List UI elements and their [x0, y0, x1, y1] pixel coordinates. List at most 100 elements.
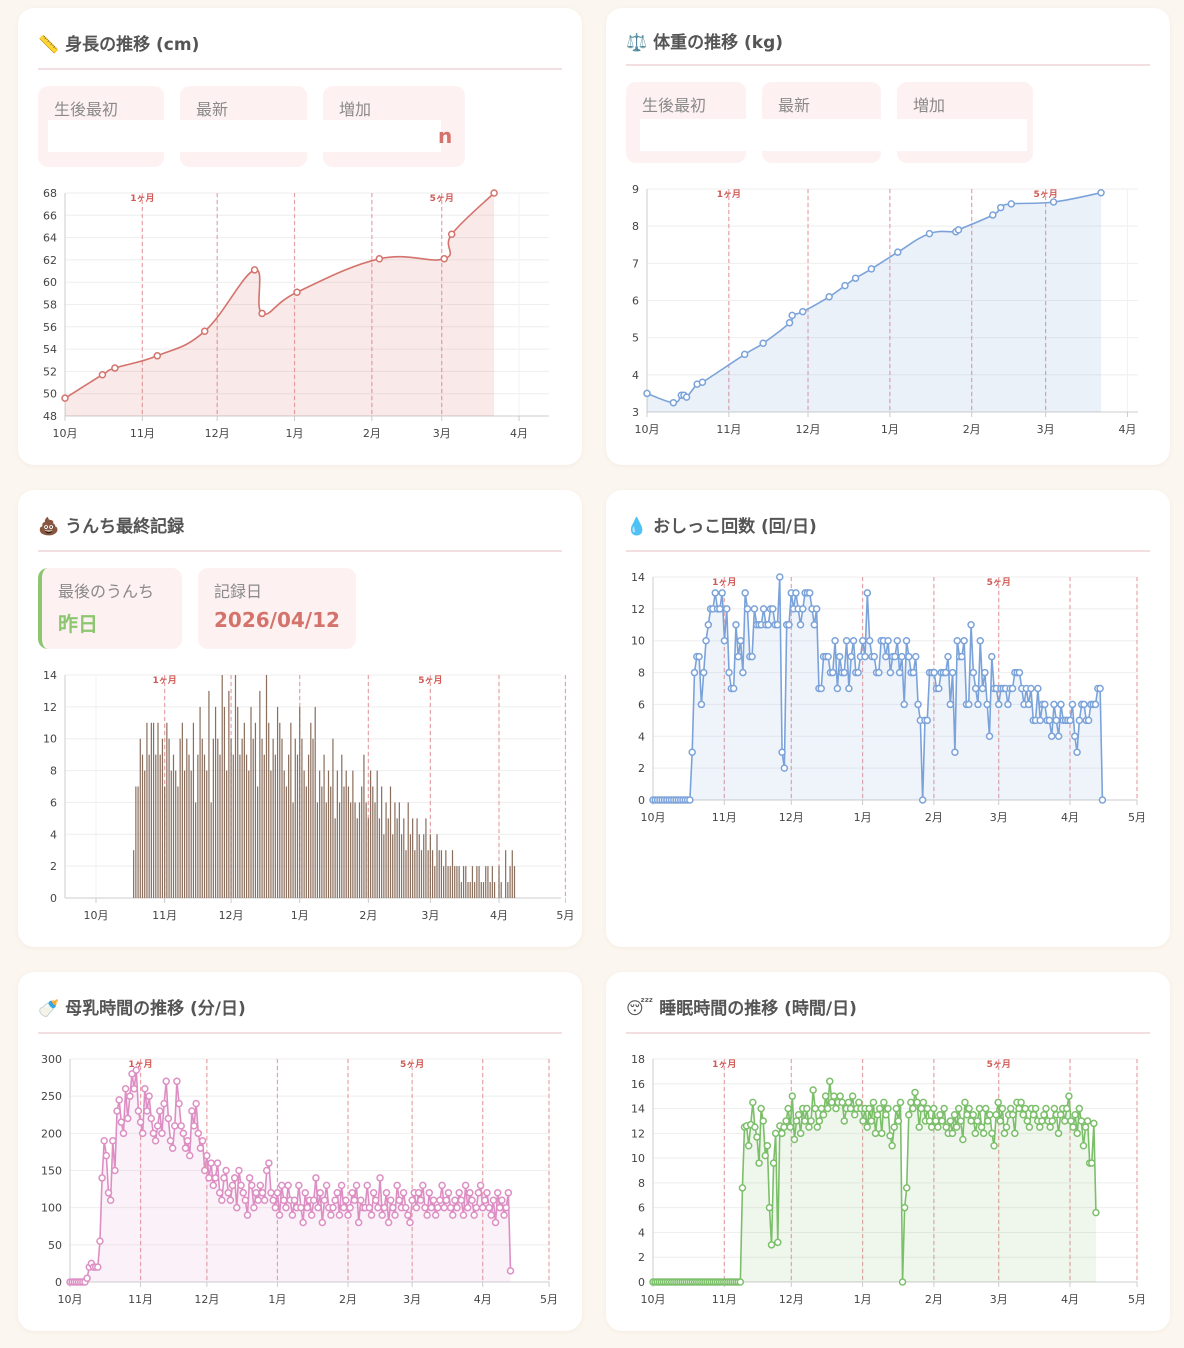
bar — [294, 738, 296, 898]
bar — [175, 770, 177, 898]
bar — [482, 882, 485, 898]
data-point — [977, 1123, 986, 1131]
data-point — [751, 1123, 759, 1131]
x-tick-label: 5月 — [1128, 1293, 1146, 1306]
data-point — [352, 1181, 361, 1190]
data-point — [891, 652, 899, 661]
y-tick-label: 9 — [632, 183, 639, 196]
bar — [299, 706, 301, 898]
bar — [265, 675, 268, 898]
data-point — [434, 1203, 442, 1212]
data-point — [106, 1196, 115, 1204]
data-point — [1077, 1117, 1086, 1125]
bar — [454, 866, 456, 898]
divider — [38, 68, 562, 70]
data-point — [975, 1104, 984, 1113]
bar — [487, 866, 489, 898]
bar — [248, 770, 250, 898]
data-point — [788, 311, 796, 320]
data-point — [909, 668, 918, 677]
data-point — [258, 309, 266, 318]
bar — [221, 675, 223, 898]
data-point — [1006, 1104, 1015, 1113]
data-point — [153, 352, 162, 360]
bar — [427, 850, 429, 898]
y-tick-label: 4 — [632, 369, 639, 382]
data-point — [1015, 1104, 1023, 1113]
bar — [505, 850, 507, 898]
series-area — [70, 1070, 511, 1282]
bar — [192, 722, 195, 898]
x-tick-label: 12月 — [205, 427, 230, 440]
data-point — [245, 1174, 254, 1182]
milestone-label: 5ヶ月 — [418, 675, 442, 686]
data-point — [861, 652, 869, 661]
bar — [338, 802, 341, 898]
data-point — [211, 1174, 220, 1182]
data-point — [256, 1181, 265, 1190]
data-point — [884, 1104, 892, 1113]
x-tick-label: 2月 — [963, 423, 981, 436]
y-tick-label: 8 — [50, 765, 57, 778]
y-tick-label: 64 — [43, 232, 57, 245]
data-point — [468, 1196, 476, 1204]
record-date-stat: 記録日 2026/04/12 — [198, 568, 356, 649]
bar — [416, 818, 418, 898]
bar — [170, 770, 172, 898]
bar — [217, 738, 219, 898]
data-point — [489, 1196, 498, 1204]
data-point — [732, 621, 740, 629]
data-point — [444, 1189, 453, 1197]
bar — [409, 834, 412, 898]
data-point — [478, 1203, 487, 1212]
x-tick-label: 10月 — [641, 811, 666, 824]
data-point — [905, 652, 913, 661]
data-point — [882, 1111, 890, 1119]
data-point — [209, 1181, 218, 1190]
data-point — [490, 189, 498, 197]
data-point — [796, 621, 805, 629]
data-point — [720, 636, 729, 645]
bar — [179, 738, 181, 898]
y-tick-label: 4 — [50, 828, 57, 841]
data-point — [929, 1104, 938, 1113]
y-tick-label: 5 — [632, 332, 639, 345]
y-tick-label: 100 — [41, 1202, 62, 1215]
data-point — [757, 1104, 765, 1113]
data-point — [896, 1098, 905, 1107]
data-point — [431, 1211, 440, 1219]
data-point — [1041, 700, 1049, 709]
data-point — [200, 1166, 209, 1175]
bar — [210, 802, 212, 898]
data-point — [160, 1099, 168, 1108]
data-point — [1083, 1117, 1092, 1125]
data-point — [840, 668, 849, 677]
data-point — [1097, 188, 1105, 197]
bar — [285, 786, 288, 898]
data-point — [941, 668, 950, 677]
data-point — [98, 1174, 106, 1182]
bar — [423, 834, 425, 898]
data-point — [841, 281, 849, 290]
data-point — [983, 700, 991, 709]
divider — [626, 64, 1150, 66]
data-point — [109, 1137, 117, 1145]
data-point — [870, 652, 879, 661]
data-point — [821, 1092, 830, 1100]
bar — [137, 786, 139, 898]
data-point — [113, 1107, 121, 1115]
data-point — [918, 796, 927, 804]
y-tick-label: 3 — [632, 406, 639, 419]
data-point — [123, 1114, 132, 1123]
bar — [358, 802, 361, 898]
data-point — [785, 319, 794, 327]
x-tick-label: 12月 — [194, 1293, 219, 1306]
data-point — [151, 1137, 160, 1145]
data-point — [782, 1117, 790, 1125]
data-point — [840, 1117, 849, 1125]
data-point — [738, 1184, 747, 1192]
data-point — [967, 1117, 975, 1125]
data-point — [729, 684, 738, 693]
y-tick-label: 2 — [638, 762, 645, 775]
redacted-value — [762, 119, 881, 151]
